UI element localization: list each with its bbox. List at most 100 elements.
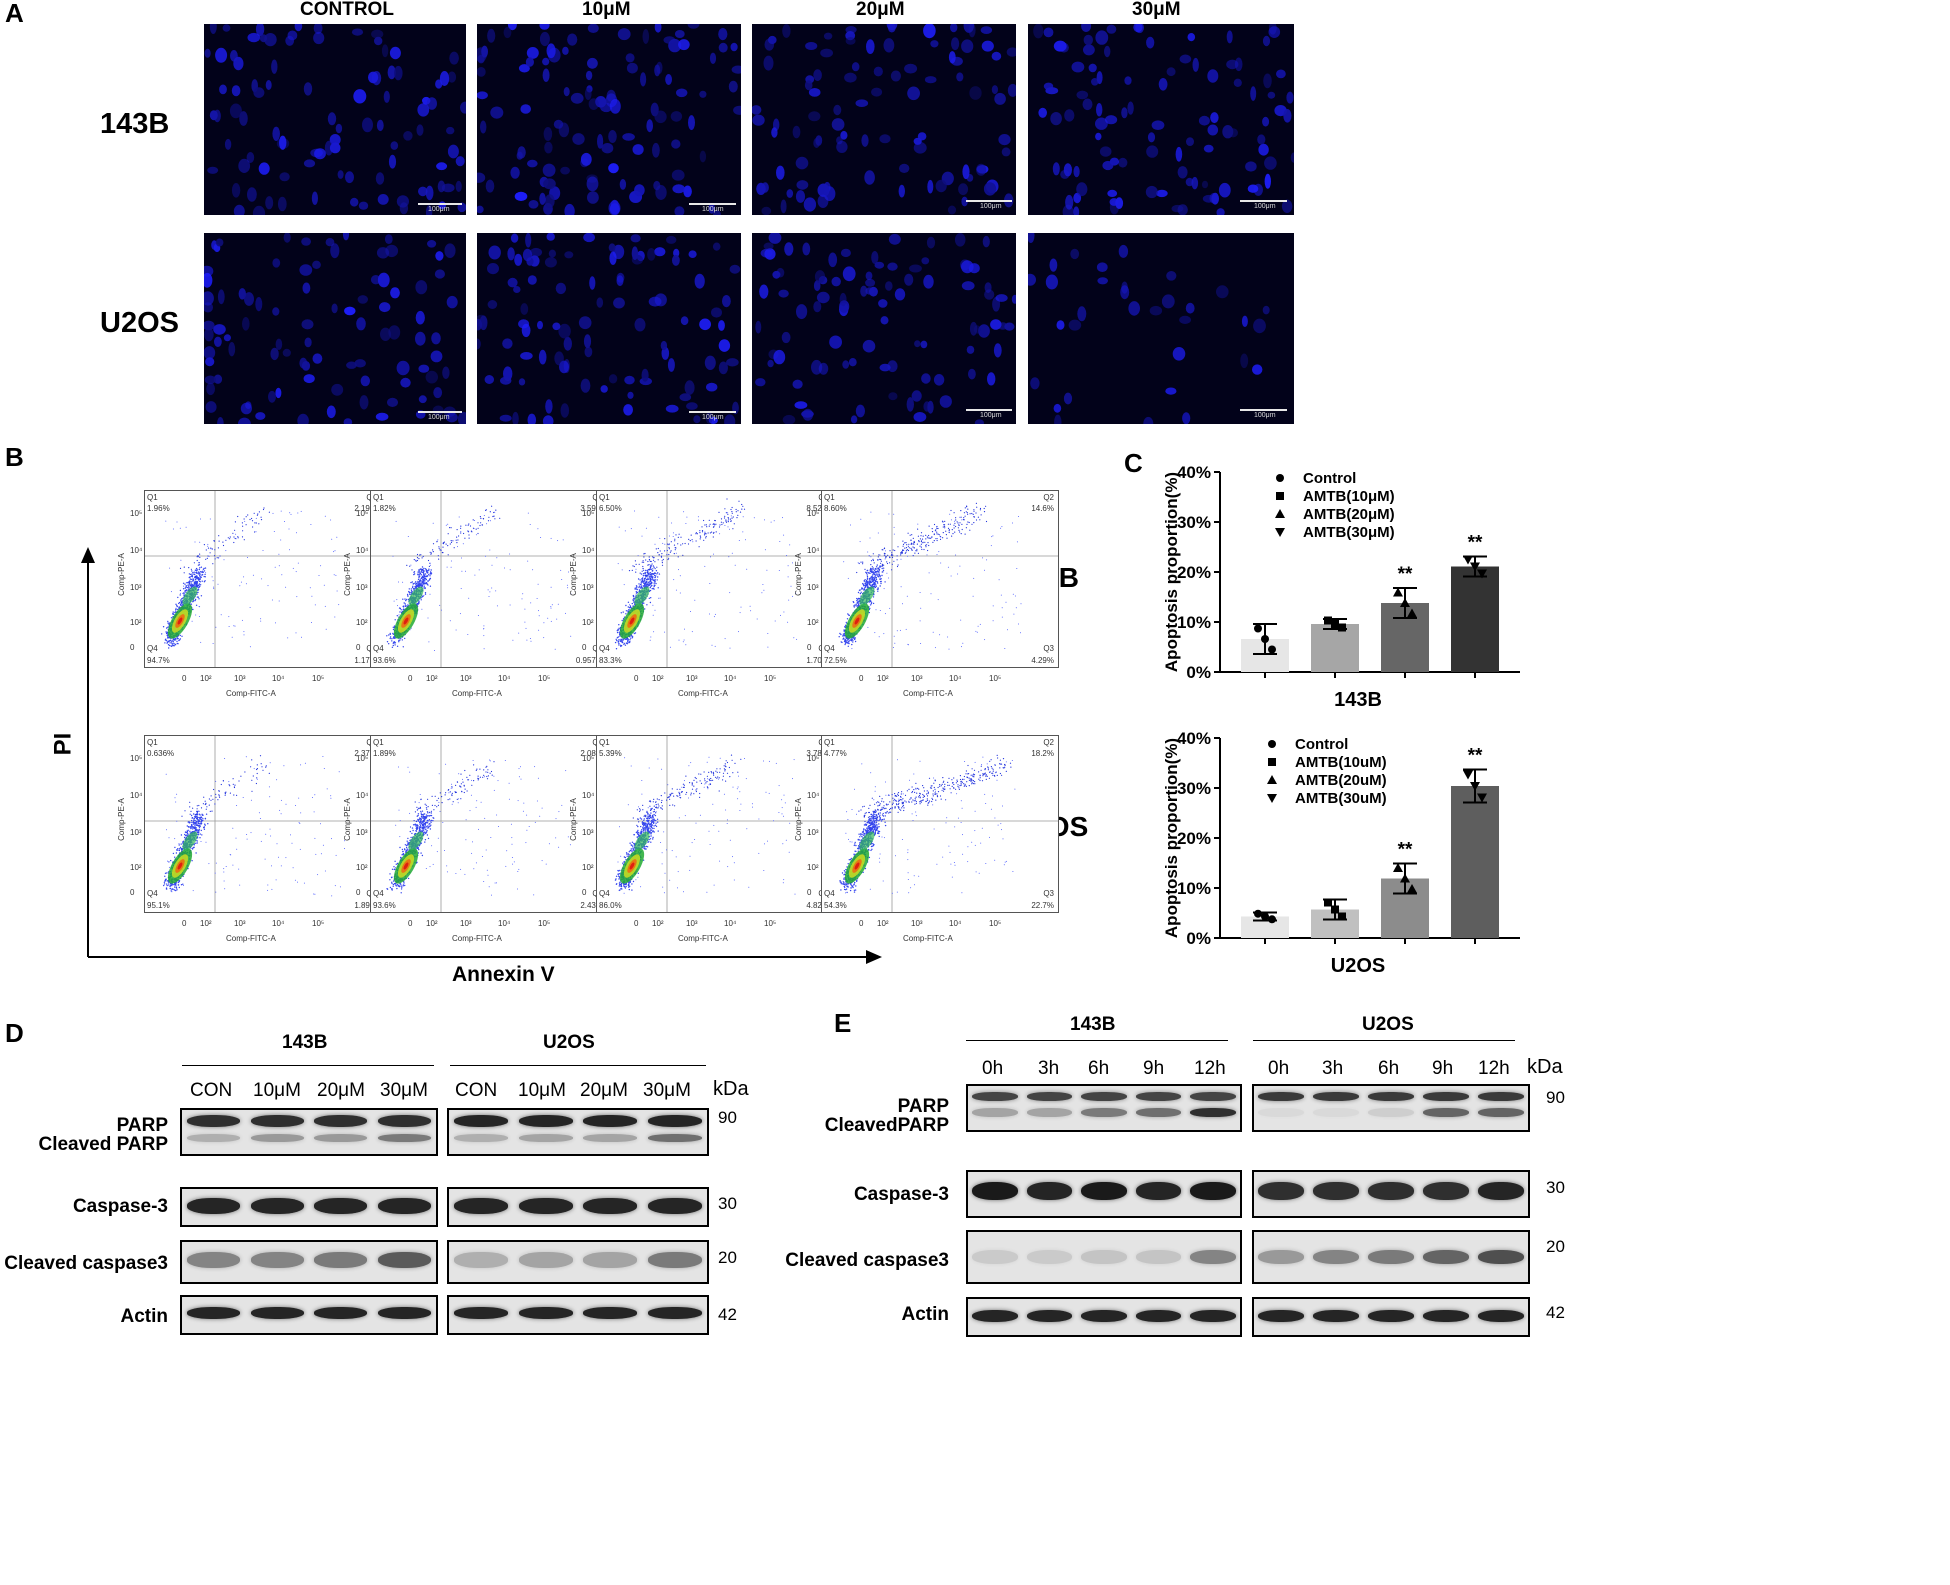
quadrant-value: 86.0% bbox=[599, 901, 622, 910]
fluorescence-image bbox=[1028, 233, 1294, 424]
axis-tick-label: 10⁴ bbox=[356, 546, 369, 555]
y-tick-label: 0% bbox=[1186, 929, 1211, 948]
quadrant-value: 0.957% bbox=[575, 656, 603, 665]
quadrant-name: Q1 bbox=[147, 493, 158, 502]
scale-bar bbox=[966, 409, 1012, 411]
protein-band bbox=[454, 1307, 509, 1319]
axis-tick-label: 10⁵ bbox=[807, 509, 820, 518]
quadrant-value: 0.636% bbox=[147, 749, 175, 758]
axis-tick-label: 10⁴ bbox=[582, 791, 595, 800]
protein-band bbox=[377, 1307, 431, 1319]
fluorescence-image bbox=[477, 24, 741, 215]
blot-row-label: Actin bbox=[901, 1304, 950, 1325]
lane-label: 10μM bbox=[518, 1080, 566, 1101]
flow-x-label: Comp-FITC-A bbox=[226, 934, 276, 943]
lane-label: 12h bbox=[1478, 1058, 1510, 1079]
axis-tick-label: 0 bbox=[807, 643, 812, 652]
blot-row-label: Caspase-3 bbox=[853, 1184, 949, 1205]
y-tick-label: 30% bbox=[1177, 779, 1211, 798]
protein-band bbox=[518, 1252, 573, 1268]
protein-band bbox=[187, 1115, 241, 1127]
protein-band bbox=[647, 1134, 702, 1142]
scale-bar bbox=[1240, 200, 1287, 202]
axis-tick-label: 10³ bbox=[582, 583, 594, 592]
quadrant-value: 54.3% bbox=[824, 901, 847, 910]
kda-label: kDa bbox=[713, 1078, 749, 1100]
protein-band bbox=[1189, 1092, 1236, 1101]
axis-tick-label: 10³ bbox=[356, 583, 368, 592]
protein-band bbox=[377, 1252, 431, 1268]
blot-strip bbox=[1252, 1230, 1530, 1284]
quadrant-value: 5.39% bbox=[599, 749, 622, 758]
quadrant-name: Q1 bbox=[373, 493, 384, 502]
blot-strip bbox=[447, 1108, 709, 1156]
quadrant-value: 22.7% bbox=[1031, 901, 1054, 910]
protein-band bbox=[1313, 1310, 1360, 1322]
lane-label: 0h bbox=[982, 1058, 1004, 1079]
protein-band bbox=[187, 1307, 241, 1319]
flow-x-label: Comp-FITC-A bbox=[452, 689, 502, 698]
axis-tick-label: 0 bbox=[356, 888, 361, 897]
blot-row-label: Cleaved caspase3 bbox=[785, 1250, 949, 1271]
blot-strip bbox=[447, 1295, 709, 1335]
axis-tick-label: 10⁴ bbox=[498, 674, 511, 683]
protein-band bbox=[1367, 1182, 1414, 1200]
kda-label: kDa bbox=[1527, 1056, 1563, 1078]
protein-band bbox=[518, 1307, 573, 1319]
blot-row-label: Cleaved PARP bbox=[38, 1134, 168, 1155]
data-point bbox=[1463, 770, 1473, 780]
mw-marker: 42 bbox=[718, 1305, 737, 1324]
protein-band bbox=[1422, 1092, 1469, 1101]
data-point bbox=[1338, 912, 1346, 921]
axis-tick-label: 10³ bbox=[686, 674, 698, 683]
axis-tick-label: 10⁵ bbox=[764, 919, 777, 928]
row-label-u2os: U2OS bbox=[100, 307, 179, 339]
axis-tick-label: 10² bbox=[582, 618, 594, 627]
flow-y-label: Comp-PE-A bbox=[342, 553, 352, 596]
protein-band bbox=[1026, 1182, 1073, 1200]
blot-e-group-u2os: U2OS bbox=[1362, 1014, 1414, 1035]
scale-bar bbox=[1240, 409, 1287, 411]
quadrant-name: Q4 bbox=[147, 644, 158, 653]
y-tick-label: 30% bbox=[1177, 513, 1211, 532]
scale-label: 100μm bbox=[1254, 412, 1276, 419]
protein-band bbox=[583, 1198, 638, 1214]
blot-row-label: CleavedPARP bbox=[824, 1115, 949, 1136]
data-point bbox=[1393, 863, 1403, 872]
quadrant-value: 1.89% bbox=[354, 901, 377, 910]
protein-band bbox=[1477, 1108, 1524, 1117]
panel-b-x-axis-label: Annexin V bbox=[452, 963, 555, 986]
quadrant-value: 8.60% bbox=[824, 504, 847, 513]
axis-tick-label: 10² bbox=[426, 919, 438, 928]
axis-tick-label: 0 bbox=[182, 919, 187, 928]
axis-tick-label: 10⁵ bbox=[356, 509, 369, 518]
data-point bbox=[1470, 562, 1480, 572]
protein-band bbox=[972, 1182, 1019, 1200]
protein-band bbox=[1026, 1108, 1073, 1117]
significance-marker: ** bbox=[1468, 746, 1483, 767]
quadrant-value: 2.19% bbox=[354, 504, 377, 513]
legend-symbol bbox=[1276, 492, 1284, 500]
axis-tick-label: 10² bbox=[652, 674, 664, 683]
protein-band bbox=[518, 1198, 573, 1214]
scale-label: 100μm bbox=[980, 412, 1002, 419]
quadrant-name: Q4 bbox=[824, 644, 835, 653]
quadrant-name: Q3 bbox=[1043, 644, 1054, 653]
legend-label: AMTB(10uM) bbox=[1295, 754, 1387, 771]
protein-band bbox=[1135, 1250, 1182, 1264]
axis-tick-label: 10² bbox=[877, 919, 889, 928]
quadrant-name: Q4 bbox=[824, 889, 835, 898]
protein-band bbox=[1477, 1182, 1524, 1200]
protein-band bbox=[250, 1307, 304, 1319]
quadrant-value: 18.2% bbox=[1031, 749, 1054, 758]
protein-band bbox=[583, 1252, 638, 1268]
mw-marker: 30 bbox=[718, 1194, 737, 1213]
chart-title: U2OS bbox=[1331, 955, 1385, 977]
protein-band bbox=[1189, 1108, 1236, 1117]
fluorescence-image bbox=[1028, 24, 1294, 215]
protein-band bbox=[1258, 1182, 1305, 1200]
legend-label: AMTB(20μM) bbox=[1303, 506, 1395, 523]
blot-d-group-143b: 143B bbox=[282, 1032, 328, 1053]
